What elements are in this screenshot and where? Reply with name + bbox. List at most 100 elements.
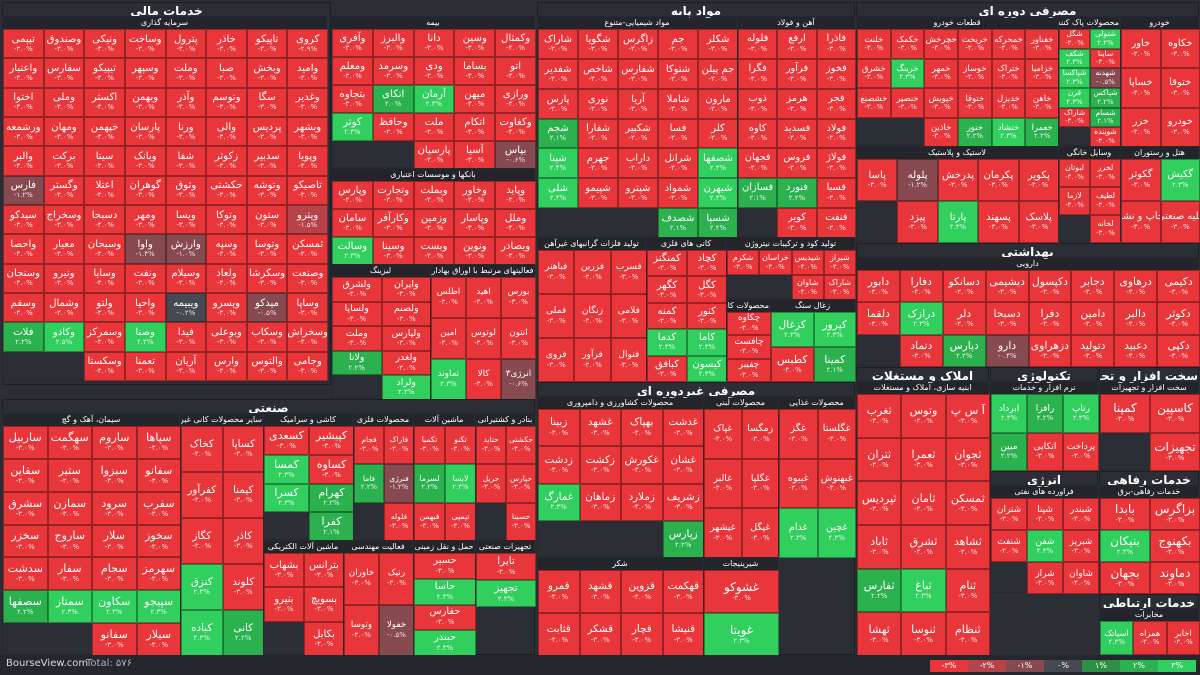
stock-tile[interactable]: ویبیمه -۰.۲% <box>165 293 207 323</box>
stock-tile[interactable]: غدشت -۳.۰% <box>662 409 704 447</box>
stock-tile[interactable]: خرینگ ۲.۳% <box>890 58 925 88</box>
stock-tile[interactable]: سگا -۳.۰% <box>246 87 288 117</box>
stock-tile[interactable]: پکویر -۳.۰% <box>1018 159 1059 201</box>
stock-tile[interactable]: ونیکی -۳.۰% <box>84 29 125 59</box>
stock-tile[interactable]: ساروج -۳.۰% <box>47 524 92 558</box>
stock-tile[interactable]: وسکرشا -۳.۰% <box>246 263 288 293</box>
stock-tile[interactable]: وتجارت -۳.۰% <box>372 181 414 209</box>
stock-tile[interactable]: تایرا -۳.۰% <box>476 553 536 580</box>
stock-tile[interactable]: پرداخت -۳.۰% <box>1063 432 1099 471</box>
stock-tile[interactable]: شتران -۳.۰% <box>991 498 1027 530</box>
stock-tile[interactable]: کمپنا -۳.۰% <box>1100 394 1150 433</box>
stock-tile[interactable]: سفارس -۳.۰% <box>43 58 85 88</box>
stock-tile[interactable]: حکشتی -۳.۰% <box>506 426 536 465</box>
stock-tile[interactable]: کنزق ۲.۳% <box>181 564 223 610</box>
stock-tile[interactable]: تیپمی -۳.۰% <box>3 29 44 59</box>
stock-tile[interactable]: وتوشه -۳.۰% <box>246 175 288 205</box>
stock-tile[interactable]: دلر -۳.۰% <box>942 302 986 335</box>
stock-tile[interactable]: اکستر -۳.۰% <box>84 87 125 117</box>
stock-tile[interactable]: وملت -۳.۰% <box>165 58 207 88</box>
stock-tile[interactable]: شتولی ۲.۴% <box>1090 29 1121 49</box>
stock-tile[interactable]: ویسا -۳.۰% <box>165 205 207 235</box>
stock-tile[interactable]: بشهاب -۳.۰% <box>264 553 304 588</box>
stock-tile[interactable]: وآذر -۳.۰% <box>165 87 207 117</box>
stock-tile[interactable]: دجابر -۳.۰% <box>1071 270 1115 303</box>
stock-tile[interactable]: زپارس ۲.۲% <box>662 520 704 558</box>
stock-tile[interactable]: وارس -۳.۰% <box>206 351 247 381</box>
stock-tile[interactable]: وسیلام -۳.۰% <box>165 263 207 293</box>
stock-tile[interactable]: شبریز -۳.۰% <box>1063 530 1099 562</box>
stock-tile[interactable]: ومعلم -۳.۰% <box>332 57 373 85</box>
stock-tile[interactable]: وحافظ -۳.۰% <box>372 113 414 141</box>
stock-tile[interactable]: خاهن -۳.۰% <box>1025 88 1059 118</box>
stock-tile[interactable]: دپارس ۲.۲% <box>942 334 986 367</box>
stock-tile[interactable]: وبست -۳.۰% <box>413 237 455 265</box>
stock-tile[interactable]: حبندر ۲.۳% <box>414 630 476 656</box>
stock-tile[interactable]: حکشتی -۳.۰% <box>206 175 247 205</box>
stock-tile[interactable]: فروی -۳.۰% <box>538 338 575 382</box>
stock-tile[interactable]: ختوقا -۳.۰% <box>1160 68 1200 108</box>
stock-tile[interactable]: ساربیل -۳.۰% <box>3 426 48 459</box>
stock-tile[interactable]: شیراز -۳.۰% <box>823 250 856 275</box>
stock-tile[interactable]: میهن -۳.۰% <box>454 85 496 113</box>
stock-tile[interactable]: کچاد -۳.۰% <box>687 250 727 277</box>
stock-tile[interactable]: وبخش -۳.۰% <box>246 58 288 88</box>
stock-tile[interactable]: همراه -۳.۰% <box>1133 621 1167 655</box>
stock-tile[interactable]: ثفارس ۲.۲% <box>857 568 902 613</box>
stock-tile[interactable]: شاوان -۳.۰% <box>1063 562 1099 594</box>
stock-tile[interactable]: فخوز -۳.۰% <box>816 58 856 89</box>
stock-tile[interactable]: زمگسا -۳.۰% <box>741 409 779 459</box>
stock-tile[interactable]: ومهان -۳.۰% <box>43 117 85 147</box>
stock-tile[interactable]: کگهر -۳.۰% <box>647 276 687 303</box>
stock-tile[interactable]: آ س پ -۳.۰% <box>945 394 990 438</box>
stock-tile[interactable]: معیار -۳.۰% <box>43 234 85 264</box>
stock-tile[interactable]: شسام ۲.۱% <box>1090 107 1121 128</box>
stock-tile[interactable]: ثمسکن -۳.۰% <box>945 481 990 525</box>
stock-tile[interactable]: پدرخش -۳.۰% <box>937 159 979 201</box>
stock-tile[interactable]: کالا -۳.۰% <box>466 359 501 400</box>
stock-tile[interactable]: هرمز -۳.۰% <box>777 88 817 119</box>
stock-tile[interactable]: ولپارس -۳.۰% <box>381 326 431 351</box>
stock-tile[interactable]: شفن ۲.۳% <box>1027 530 1063 562</box>
stock-tile[interactable]: بکهنوج -۳.۰% <box>1150 530 1200 562</box>
stock-tile[interactable]: شاملا -۳.۰% <box>658 88 698 119</box>
stock-tile[interactable]: ثنام -۳.۰% <box>945 568 990 613</box>
stock-tile[interactable]: فرآور -۳.۰% <box>574 338 611 382</box>
stock-tile[interactable]: کیسون ۲.۳% <box>687 355 727 382</box>
stock-tile[interactable]: دتولید -۳.۰% <box>1071 334 1115 367</box>
stock-tile[interactable]: ثپردیس -۳.۰% <box>857 481 902 525</box>
stock-tile[interactable]: وسمرکز -۳.۰% <box>84 322 125 352</box>
stock-tile[interactable]: شفا -۳.۰% <box>165 146 207 176</box>
stock-tile[interactable]: قنیشا -۳.۰% <box>662 613 704 656</box>
stock-tile[interactable]: کسعدی -۳.۰% <box>264 426 309 455</box>
stock-tile[interactable]: لبوتان -۳.۰% <box>1059 159 1090 187</box>
stock-tile[interactable]: پلوله -۱.۲% <box>897 159 938 201</box>
stock-tile[interactable]: وتوسم -۳.۰% <box>206 87 247 117</box>
stock-tile[interactable]: آرمان ۲.۳% <box>413 85 455 113</box>
stock-tile[interactable]: فارس -۱.۲% <box>3 175 44 205</box>
stock-tile[interactable]: ونیرو -۳.۰% <box>43 263 85 293</box>
stock-tile[interactable]: رافزا ۲.۲% <box>1027 394 1063 433</box>
stock-tile[interactable]: خاوران -۳.۰% <box>344 553 379 605</box>
stock-tile[interactable]: بترانس -۳.۰% <box>304 553 344 588</box>
stock-tile[interactable]: وتوسا -۳.۰% <box>246 234 288 264</box>
stock-tile[interactable]: ذوب -۳.۰% <box>738 88 778 119</box>
stock-tile[interactable]: لخزر -۳.۰% <box>1090 159 1121 187</box>
stock-tile[interactable]: اختوا -۳.۰% <box>3 87 44 117</box>
stock-tile[interactable]: وسینا -۳.۰% <box>372 237 414 265</box>
stock-tile[interactable]: وساپا -۳.۰% <box>287 293 328 323</box>
stock-tile[interactable]: شپترو -۳.۰% <box>618 178 658 209</box>
stock-tile[interactable]: شفدیر -۳.۰% <box>538 58 578 89</box>
stock-tile[interactable]: شاوان -۳.۰% <box>791 275 824 300</box>
stock-tile[interactable]: دکپسول -۳.۰% <box>1028 270 1072 303</box>
stock-tile[interactable]: فسا -۳.۰% <box>658 118 698 149</box>
stock-tile[interactable]: سهرمز -۳.۰% <box>136 557 181 591</box>
stock-tile[interactable]: تاپیکو -۳.۰% <box>246 29 288 59</box>
stock-tile[interactable]: کمنه -۳.۰% <box>647 302 687 330</box>
stock-tile[interactable]: فولاد -۳.۰% <box>816 118 856 149</box>
stock-tile[interactable]: کگاز -۳.۰% <box>181 518 223 564</box>
stock-tile[interactable]: ونفت -۳.۰% <box>124 263 166 293</box>
stock-tile[interactable]: سبزوا -۳.۰% <box>92 458 137 492</box>
stock-tile[interactable]: کزغال ۲.۳% <box>771 312 814 347</box>
stock-tile[interactable]: درهاوی -۳.۰% <box>1114 270 1158 303</box>
